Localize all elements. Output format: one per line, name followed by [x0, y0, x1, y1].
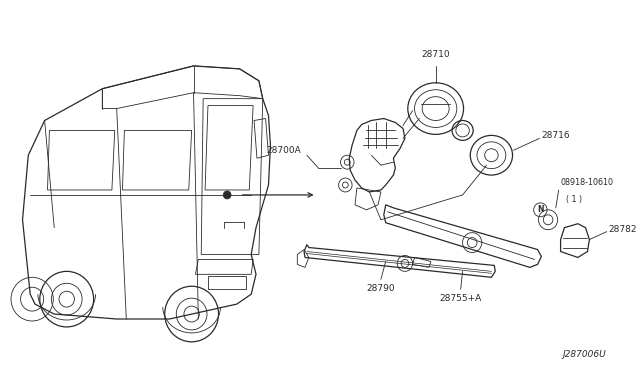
Text: 28716: 28716 — [541, 131, 570, 140]
Text: 28700A: 28700A — [266, 146, 301, 155]
Circle shape — [223, 191, 231, 199]
Text: 28790: 28790 — [367, 284, 396, 293]
Text: 08918-10610: 08918-10610 — [561, 178, 614, 187]
Text: 28710: 28710 — [421, 50, 450, 59]
Text: 28782: 28782 — [609, 225, 637, 234]
Text: N: N — [537, 205, 543, 214]
Text: ( 1 ): ( 1 ) — [566, 195, 582, 204]
Text: J287006U: J287006U — [563, 350, 607, 359]
Text: 28755+A: 28755+A — [440, 294, 482, 303]
